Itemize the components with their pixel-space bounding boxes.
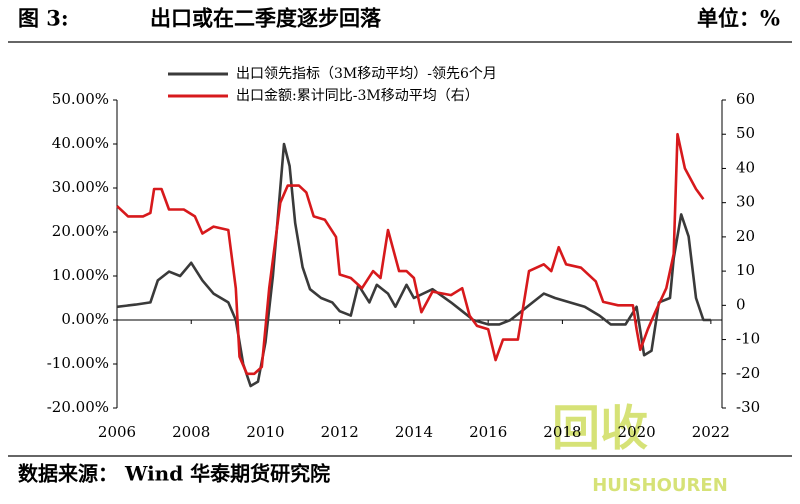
y2-tick-label: 30 xyxy=(736,193,755,211)
x-tick-label: 2014 xyxy=(395,423,433,441)
y2-tick-label: 60 xyxy=(736,90,755,108)
y-tick-label: -20.00% xyxy=(47,398,109,416)
y-tick-label: 0.00% xyxy=(61,310,109,328)
figure-label: 图 3: xyxy=(18,6,69,31)
legend-label: 出口领先指标（3M移动平均）-领先6个月 xyxy=(236,66,497,82)
watermark-subtext: HUISHOUREN xyxy=(592,475,728,496)
y-tick-label: 30.00% xyxy=(52,178,109,196)
y2-tick-label: 0 xyxy=(736,295,746,313)
y-tick-label: -10.00% xyxy=(47,354,109,372)
y2-tick-label: -30 xyxy=(736,398,760,416)
x-tick-label: 2018 xyxy=(543,423,581,441)
chart-title: 出口或在二季度逐步回落 xyxy=(150,6,382,31)
y2-tick-label: 20 xyxy=(736,227,755,245)
watermark-text: 回收 xyxy=(552,401,648,457)
series-line xyxy=(116,132,705,376)
x-tick-label: 2022 xyxy=(692,423,730,441)
y2-tick-label: 40 xyxy=(736,158,755,176)
source: 数据来源： Wind 华泰期货研究院 xyxy=(18,462,330,486)
y-tick-label: 20.00% xyxy=(52,222,109,240)
y2-tick-label: 50 xyxy=(736,124,755,142)
y2-tick-label: -20 xyxy=(736,364,760,382)
x-tick-label: 2010 xyxy=(246,423,284,441)
y2-tick-label: -10 xyxy=(736,330,760,348)
legend-label: 出口金额:累计同比-3M移动平均（右） xyxy=(236,88,479,104)
x-tick-label: 2006 xyxy=(98,423,136,441)
y-tick-label: 10.00% xyxy=(52,266,109,284)
y-tick-label: 40.00% xyxy=(52,134,109,152)
y2-tick-label: 10 xyxy=(736,261,755,279)
series-line xyxy=(116,142,711,388)
watermark: 回收 HUISHOUREN xyxy=(552,401,728,497)
y-tick-label: 50.00% xyxy=(52,90,109,108)
x-tick-label: 2020 xyxy=(618,423,656,441)
x-tick-label: 2012 xyxy=(321,423,359,441)
x-tick-label: 2008 xyxy=(172,423,210,441)
x-tick-label: 2016 xyxy=(469,423,507,441)
unit: 单位：% xyxy=(697,6,780,31)
